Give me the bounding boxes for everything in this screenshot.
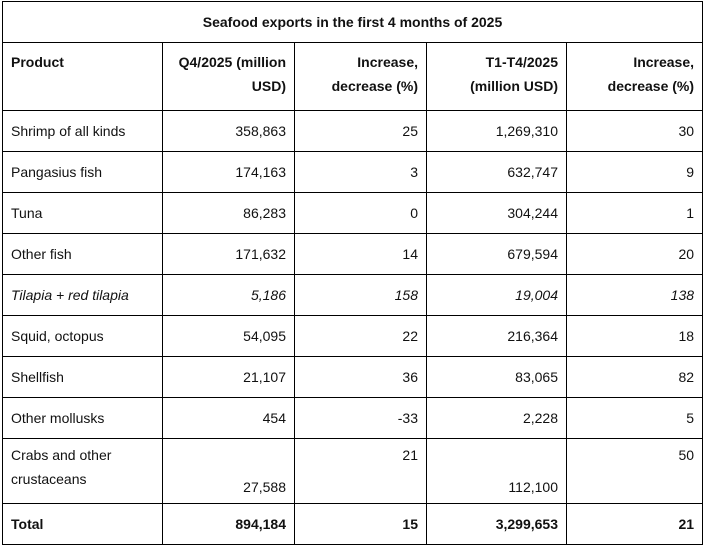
table-row: Crabs and other crustaceans 27,588 21 11… xyxy=(2,438,704,504)
header-row: Product Q4/2025 (million USD) Increase, … xyxy=(2,42,704,111)
cell-q4-change: 21 xyxy=(294,438,427,504)
cell-product: Shrimp of all kinds xyxy=(2,110,163,152)
cell-t1t4-change: 9 xyxy=(565,151,704,193)
cell-q4-change: 14 xyxy=(294,233,427,275)
cell-t1t4-change: 5 xyxy=(565,397,704,439)
cell-q4-value: 358,863 xyxy=(162,110,295,152)
header-q4-value: Q4/2025 (million USD) xyxy=(162,42,295,111)
total-q4-value: 894,184 xyxy=(162,503,295,545)
cell-q4-value: 21,107 xyxy=(162,356,295,398)
header-t1t4-change: Increase, decrease (%) xyxy=(565,42,704,111)
cell-product: Other fish xyxy=(2,233,163,275)
total-row: Total 894,184 15 3,299,653 21 xyxy=(2,503,704,545)
table-row: Shellfish 21,107 36 83,065 82 xyxy=(2,356,704,398)
cell-product: Tuna xyxy=(2,192,163,234)
cell-q4-change: 0 xyxy=(294,192,427,234)
cell-t1t4-value: 1,269,310 xyxy=(426,110,567,152)
cell-q4-value: 86,283 xyxy=(162,192,295,234)
total-q4-change: 15 xyxy=(294,503,427,545)
cell-q4-value: 174,163 xyxy=(162,151,295,193)
cell-q4-value: 5,186 xyxy=(162,274,295,316)
cell-product: Crabs and other crustaceans xyxy=(2,438,163,504)
table-title: Seafood exports in the first 4 months of… xyxy=(1,1,704,43)
cell-t1t4-value: 2,228 xyxy=(426,397,567,439)
cell-product: Shellfish xyxy=(2,356,163,398)
table-row: Squid, octopus 54,095 22 216,364 18 xyxy=(2,315,704,357)
cell-q4-change: 25 xyxy=(294,110,427,152)
cell-product: Pangasius fish xyxy=(2,151,163,193)
cell-t1t4-value: 83,065 xyxy=(426,356,567,398)
total-t1t4-change: 21 xyxy=(565,503,704,545)
cell-t1t4-value: 19,004 xyxy=(426,274,567,316)
cell-q4-change: 22 xyxy=(294,315,427,357)
header-product: Product xyxy=(2,42,163,111)
cell-t1t4-change: 138 xyxy=(565,274,704,316)
cell-t1t4-value: 112,100 xyxy=(426,438,567,504)
table-title-row: Seafood exports in the first 4 months of… xyxy=(1,1,704,43)
cell-product: Squid, octopus xyxy=(2,315,163,357)
cell-t1t4-change: 50 xyxy=(565,438,704,504)
total-label: Total xyxy=(2,503,163,545)
cell-t1t4-change: 82 xyxy=(565,356,704,398)
cell-product: Other mollusks xyxy=(2,397,163,439)
cell-t1t4-value: 304,244 xyxy=(426,192,567,234)
table-row: Pangasius fish 174,163 3 632,747 9 xyxy=(2,151,704,193)
cell-t1t4-change: 20 xyxy=(565,233,704,275)
cell-t1t4-value: 216,364 xyxy=(426,315,567,357)
header-q4-change: Increase, decrease (%) xyxy=(294,42,427,111)
cell-t1t4-value: 632,747 xyxy=(426,151,567,193)
table-row: Other fish 171,632 14 679,594 20 xyxy=(2,233,704,275)
table-row: Other mollusks 454 -33 2,228 5 xyxy=(2,397,704,439)
cell-q4-change: -33 xyxy=(294,397,427,439)
header-t1t4-value: T1-T4/2025 (million USD) xyxy=(426,42,567,111)
cell-q4-change: 3 xyxy=(294,151,427,193)
cell-q4-value: 27,588 xyxy=(162,438,295,504)
cell-q4-value: 171,632 xyxy=(162,233,295,275)
cell-t1t4-change: 1 xyxy=(565,192,704,234)
total-t1t4-value: 3,299,653 xyxy=(426,503,567,545)
cell-q4-value: 54,095 xyxy=(162,315,295,357)
cell-t1t4-value: 679,594 xyxy=(426,233,567,275)
cell-t1t4-change: 18 xyxy=(565,315,704,357)
cell-product: Tilapia + red tilapia xyxy=(2,274,163,316)
cell-q4-change: 36 xyxy=(294,356,427,398)
table-row: Tilapia + red tilapia 5,186 158 19,004 1… xyxy=(2,274,704,316)
cell-q4-change: 158 xyxy=(294,274,427,316)
table-row: Tuna 86,283 0 304,244 1 xyxy=(2,192,704,234)
cell-q4-value: 454 xyxy=(162,397,295,439)
table-row: Shrimp of all kinds 358,863 25 1,269,310… xyxy=(2,110,704,152)
cell-t1t4-change: 30 xyxy=(565,110,704,152)
